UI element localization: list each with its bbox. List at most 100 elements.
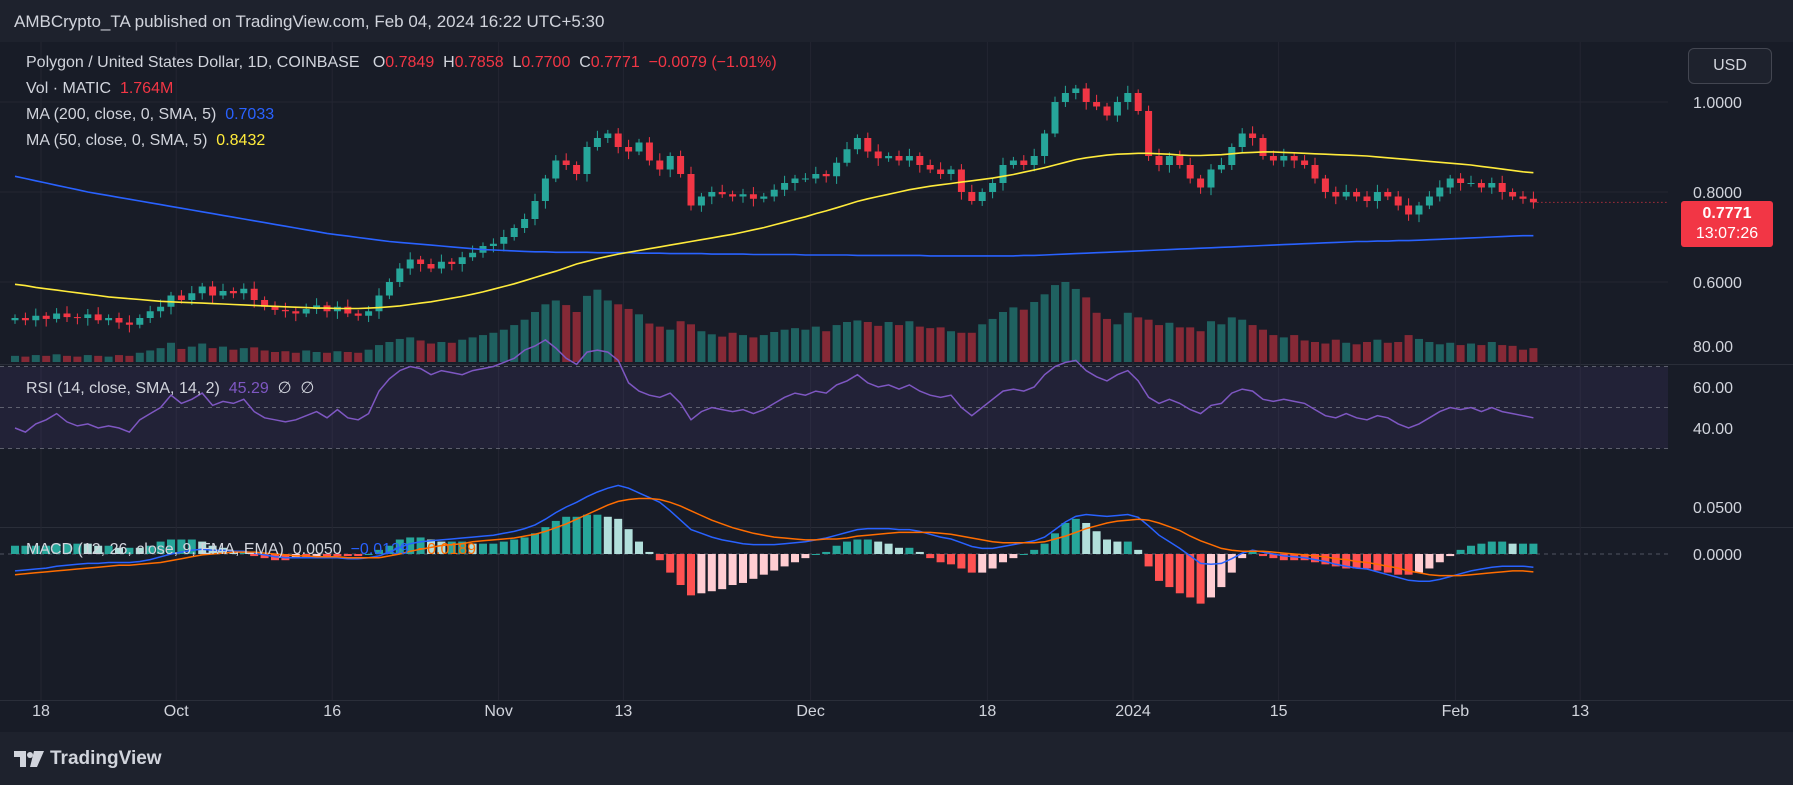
time-axis-label: Dec — [796, 703, 824, 720]
macd-label: MACD (12, 26, close, 9, EMA, EMA) — [26, 541, 284, 558]
macd-histogram-bar — [406, 537, 415, 554]
volume-bar — [1019, 309, 1028, 362]
volume-bar — [1477, 345, 1486, 362]
time-axis-label: 15 — [1270, 703, 1288, 720]
macd-histogram-bar — [1477, 543, 1486, 554]
macd-histogram-bar — [489, 543, 498, 554]
volume-bar — [52, 354, 61, 362]
candle-body — [250, 288, 258, 300]
candle-body — [1113, 102, 1121, 116]
macd-histogram-bar — [687, 554, 695, 596]
volume-bar — [1238, 319, 1247, 362]
macd-histogram-bar — [125, 547, 134, 554]
macd-histogram-bar — [718, 554, 727, 590]
volume-bar — [1425, 342, 1434, 362]
volume-bar — [1415, 338, 1423, 362]
trading-chart[interactable]: 1.0000 0.8000 0.6000 80.00 60.00 40.00 0.0500 0… — [0, 42, 1793, 732]
candlesticks — [11, 83, 1537, 333]
candle-body — [375, 295, 383, 312]
volume-bar — [1311, 342, 1319, 362]
candle-body — [11, 318, 19, 321]
candle-body — [1145, 111, 1153, 156]
volume-bar — [926, 328, 935, 362]
macd-panel — [0, 484, 1668, 604]
candle-body — [53, 313, 61, 319]
volume-bar — [562, 305, 571, 362]
volume-bar — [947, 331, 955, 362]
volume-bar — [1175, 327, 1184, 362]
candle-body — [94, 314, 102, 321]
volume-bar — [260, 350, 269, 362]
macd-histogram-bar — [239, 551, 248, 554]
candle-body — [583, 147, 591, 174]
macd-histogram-bar — [1030, 549, 1039, 554]
price-axis-label: 1.0000 — [1693, 95, 1742, 112]
price-axis-label: 0.8000 — [1693, 185, 1742, 202]
open-value: 0.7849 — [385, 54, 435, 71]
macd-histogram-bar — [135, 547, 144, 554]
tradingview-logo[interactable]: TradingView — [14, 748, 162, 770]
currency-button[interactable]: USD — [1688, 48, 1772, 84]
volume-bar — [1404, 335, 1413, 362]
volume-bar — [135, 352, 144, 362]
volume-bar — [843, 322, 851, 362]
candle-body — [1415, 205, 1423, 215]
macd-histogram-bar — [957, 554, 966, 569]
macd-histogram-bar — [1435, 554, 1444, 563]
candle-body — [229, 291, 237, 294]
publisher-line: AMBCrypto_TA published on TradingView.co… — [14, 12, 605, 31]
macd-hist-value: −0.0189 — [417, 541, 477, 558]
macd-histogram-bar — [73, 543, 82, 554]
rsi-axis-label: 60.00 — [1693, 380, 1733, 397]
candle-body — [573, 165, 581, 174]
macd-histogram-bar — [1019, 554, 1028, 555]
candle-body — [396, 268, 404, 282]
macd-histogram-bar — [1373, 554, 1382, 571]
volume-bar — [728, 332, 737, 362]
candle-body — [552, 160, 560, 179]
volume-bar — [499, 329, 508, 362]
volume-bar — [1498, 345, 1507, 362]
candle-body — [1165, 156, 1173, 165]
volume-bar — [281, 351, 290, 362]
volume-bar — [1217, 324, 1226, 362]
macd-histogram-bar — [593, 514, 602, 554]
rsi-value: 45.29 — [228, 380, 269, 397]
macd-histogram-bar — [187, 539, 196, 554]
volume-bar — [801, 329, 810, 362]
macd-histogram-bar — [895, 547, 903, 554]
volume-bar — [832, 325, 841, 362]
volume-bar — [603, 300, 612, 362]
macd-histogram-bar — [1155, 554, 1163, 581]
candle-body — [864, 138, 872, 152]
volume-bar — [1529, 348, 1538, 362]
volume-bar — [1290, 335, 1299, 362]
volume-bar — [811, 326, 820, 362]
volume-bar — [822, 331, 831, 362]
volume-bar — [447, 342, 456, 362]
candle-body — [937, 169, 945, 174]
macd-histogram-bar — [1363, 554, 1371, 569]
signal-line — [14, 497, 1534, 577]
volume-bar — [302, 350, 311, 362]
macd-histogram-bar — [31, 545, 40, 554]
volume-bar — [94, 355, 103, 362]
volume-bar — [1394, 342, 1403, 362]
candle-body — [521, 219, 529, 228]
candle-body — [84, 314, 92, 318]
volume-bar — [73, 356, 82, 362]
open-label: O — [372, 54, 386, 71]
change-value: −0.0079 (−1.01%) — [648, 54, 777, 71]
macd-histogram-bar — [1321, 554, 1330, 565]
candle-body — [1238, 133, 1246, 147]
volume-bar — [250, 347, 259, 362]
macd-histogram-bar — [697, 554, 706, 594]
volume-bar — [1186, 327, 1195, 362]
macd-histogram-bar — [1456, 549, 1465, 554]
volume-bar — [583, 295, 591, 362]
candle-body — [1093, 102, 1101, 107]
candle-body — [1394, 196, 1402, 206]
candle-body — [1488, 183, 1496, 188]
macd-histogram-bar — [333, 554, 342, 557]
macd-histogram-bar — [801, 554, 810, 559]
